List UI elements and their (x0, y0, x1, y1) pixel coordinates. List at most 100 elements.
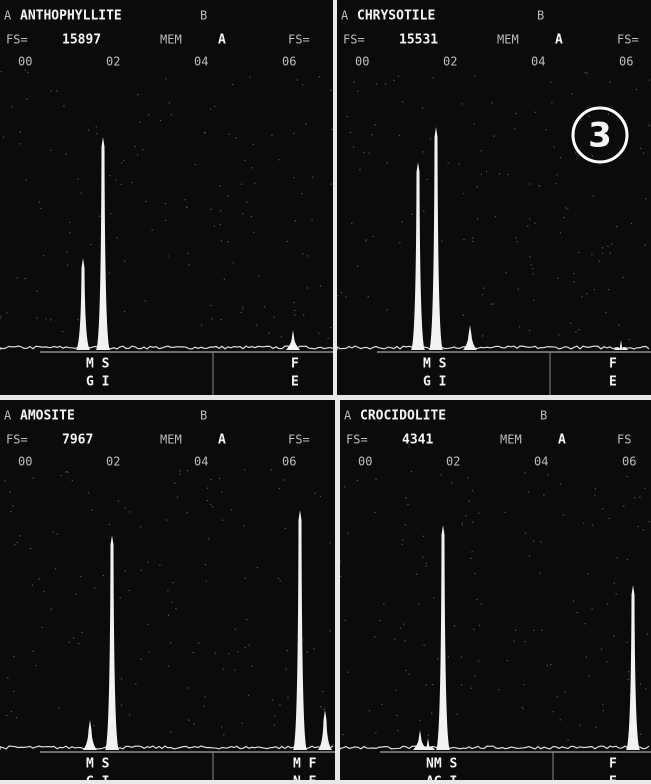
noise-dot (425, 565, 427, 567)
noise-dot (573, 281, 575, 283)
noise-dot (330, 183, 332, 185)
noise-dot (293, 132, 295, 135)
noise-dot (254, 182, 256, 184)
noise-dot (235, 137, 237, 139)
noise-dot (273, 316, 275, 318)
noise-dot (237, 650, 239, 653)
noise-dot (96, 132, 98, 135)
noise-dot (251, 665, 253, 667)
noise-dot (120, 183, 123, 186)
noise-dot (591, 608, 593, 610)
noise-dot (242, 213, 244, 215)
noise-dot (591, 524, 594, 526)
noise-dot (36, 290, 38, 292)
noise-dot (425, 562, 428, 564)
label: 15531 (399, 33, 438, 48)
label: E (291, 375, 299, 390)
noise-dot (450, 482, 453, 484)
noise-dot (550, 664, 552, 666)
noise-dot (567, 208, 569, 210)
label: ANTHOPHYLLITE (20, 9, 122, 24)
label: F (291, 357, 299, 372)
noise-dot (50, 90, 52, 92)
noise-dot (432, 76, 434, 79)
noise-dot (63, 105, 65, 107)
noise-dot (144, 300, 147, 302)
noise-dot (18, 143, 21, 145)
spectrum-peak (318, 710, 332, 750)
noise-dot (6, 312, 8, 314)
noise-dot (447, 656, 450, 658)
noise-dot (25, 179, 27, 181)
noise-dot (431, 683, 434, 686)
noise-dot (302, 253, 304, 255)
noise-dot (147, 623, 150, 626)
noise-dot (626, 558, 629, 561)
noise-dot (204, 563, 207, 566)
label: 06 (282, 55, 296, 69)
noise-dot (559, 483, 562, 485)
label: A (4, 9, 12, 23)
noise-dot (120, 704, 123, 706)
noise-dot (524, 472, 526, 474)
noise-dot (395, 689, 397, 692)
noise-dot (31, 584, 34, 586)
noise-dot (253, 231, 255, 233)
noise-dot (205, 580, 207, 582)
noise-dot (209, 304, 212, 307)
noise-dot (123, 260, 126, 262)
noise-dot (32, 477, 35, 479)
spectrum-peak (421, 738, 435, 750)
noise-dot (462, 314, 465, 316)
noise-dot (108, 523, 111, 526)
noise-dot (363, 151, 365, 154)
noise-dot (398, 134, 400, 137)
noise-dot (608, 517, 610, 520)
noise-dot (218, 477, 221, 480)
noise-dot (206, 499, 209, 502)
noise-dot (524, 640, 526, 643)
noise-dot (422, 535, 425, 538)
noise-dot (230, 509, 233, 511)
label: F (609, 757, 617, 772)
noise-dot (284, 527, 287, 530)
noise-dot (492, 303, 495, 305)
noise-dot (11, 106, 14, 108)
noise-dot (242, 308, 244, 310)
noise-dot (80, 575, 82, 578)
noise-dot (279, 704, 281, 706)
noise-dot (278, 159, 280, 161)
noise-dot (609, 81, 611, 83)
noise-dot (470, 557, 472, 560)
spectrum-peak (463, 325, 477, 350)
noise-dot (306, 255, 309, 257)
noise-dot (19, 535, 21, 537)
label: A (558, 433, 566, 448)
noise-dot (186, 469, 189, 472)
noise-dot (643, 487, 646, 490)
noise-dot (534, 111, 536, 114)
noise-dot (529, 218, 531, 220)
noise-dot (176, 496, 179, 498)
noise-dot (244, 646, 246, 649)
noise-dot (423, 644, 425, 646)
noise-dot (630, 222, 633, 225)
noise-dot (640, 147, 642, 150)
noise-dot (169, 642, 172, 644)
noise-dot (220, 318, 222, 321)
noise-dot (473, 123, 476, 125)
noise-dot (556, 174, 558, 176)
noise-dot (461, 524, 463, 527)
label: 02 (106, 455, 120, 469)
noise-dot (102, 574, 105, 577)
noise-dot (15, 716, 18, 719)
noise-dot (232, 262, 235, 264)
noise-dot (164, 219, 167, 222)
noise-dot (397, 75, 400, 78)
noise-dot (481, 294, 483, 296)
noise-dot (401, 543, 403, 545)
noise-dot (293, 301, 295, 304)
noise-dot (339, 575, 342, 578)
noise-dot (220, 240, 223, 242)
label: B (540, 409, 547, 423)
